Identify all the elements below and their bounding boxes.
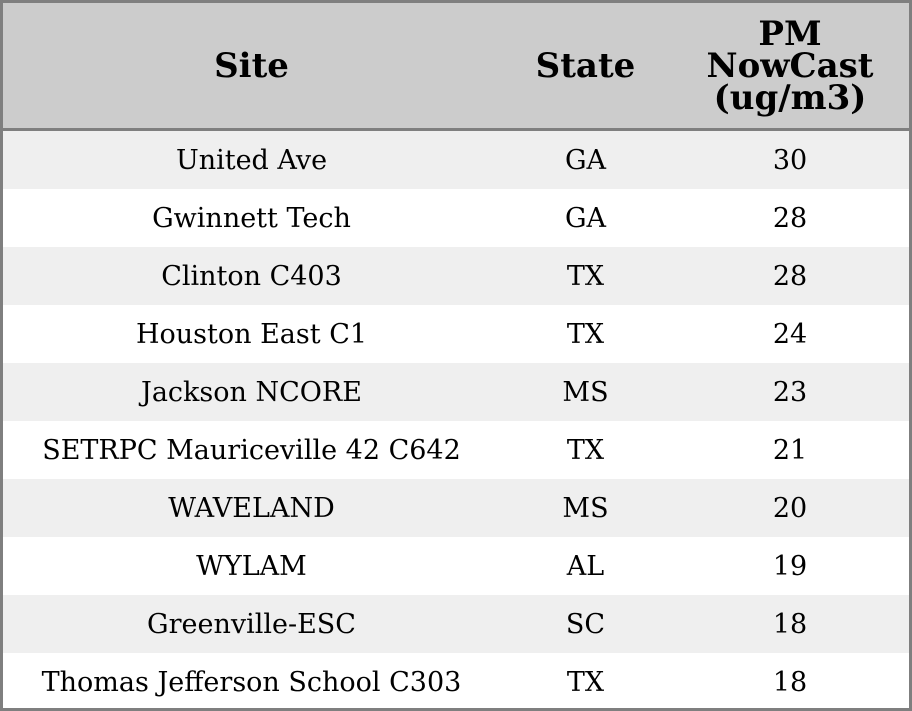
cell-site: WYLAM <box>3 537 500 595</box>
cell-state: SC <box>500 595 671 653</box>
cell-pm: 21 <box>671 421 909 479</box>
cell-pm: 24 <box>671 305 909 363</box>
cell-state: TX <box>500 653 671 708</box>
table-row: WAVELAND MS 20 <box>3 479 909 537</box>
cell-pm: 19 <box>671 537 909 595</box>
cell-pm: 23 <box>671 363 909 421</box>
cell-site: WAVELAND <box>3 479 500 537</box>
header-row: Site State PM NowCast (ug/m3) <box>3 3 909 131</box>
cell-pm: 28 <box>671 247 909 305</box>
cell-state: TX <box>500 305 671 363</box>
table-body: United Ave GA 30 Gwinnett Tech GA 28 Cli… <box>3 129 909 708</box>
table-header: Site State PM NowCast (ug/m3) <box>3 3 909 131</box>
table-row: Houston East C1 TX 24 <box>3 305 909 363</box>
header-pm-nowcast: PM NowCast (ug/m3) <box>671 3 909 131</box>
cell-state: MS <box>500 363 671 421</box>
data-table: Site State PM NowCast (ug/m3) United Ave… <box>3 3 909 708</box>
table-row: Jackson NCORE MS 23 <box>3 363 909 421</box>
table-row: Greenville-ESC SC 18 <box>3 595 909 653</box>
header-pm-line-2: NowCast <box>706 45 874 86</box>
cell-state: GA <box>500 129 671 189</box>
cell-site: Thomas Jefferson School C303 <box>3 653 500 708</box>
cell-pm: 30 <box>671 129 909 189</box>
cell-state: GA <box>500 189 671 247</box>
table-row: Clinton C403 TX 28 <box>3 247 909 305</box>
header-pm-line-1: PM <box>758 13 822 54</box>
header-site: Site <box>3 3 500 131</box>
cell-site: Jackson NCORE <box>3 363 500 421</box>
cell-site: SETRPC Mauriceville 42 C642 <box>3 421 500 479</box>
cell-pm: 18 <box>671 595 909 653</box>
cell-site: United Ave <box>3 129 500 189</box>
cell-site: Houston East C1 <box>3 305 500 363</box>
table-row: United Ave GA 30 <box>3 129 909 189</box>
cell-state: TX <box>500 421 671 479</box>
cell-state: AL <box>500 537 671 595</box>
cell-pm: 20 <box>671 479 909 537</box>
cell-site: Clinton C403 <box>3 247 500 305</box>
cell-state: MS <box>500 479 671 537</box>
table-row: SETRPC Mauriceville 42 C642 TX 21 <box>3 421 909 479</box>
cell-site: Gwinnett Tech <box>3 189 500 247</box>
header-pm-line-3: (ug/m3) <box>713 77 867 118</box>
header-state: State <box>500 3 671 131</box>
table-row: Thomas Jefferson School C303 TX 18 <box>3 653 909 708</box>
cell-state: TX <box>500 247 671 305</box>
cell-site: Greenville-ESC <box>3 595 500 653</box>
table-row: Gwinnett Tech GA 28 <box>3 189 909 247</box>
table-row: WYLAM AL 19 <box>3 537 909 595</box>
cell-pm: 28 <box>671 189 909 247</box>
cell-pm: 18 <box>671 653 909 708</box>
